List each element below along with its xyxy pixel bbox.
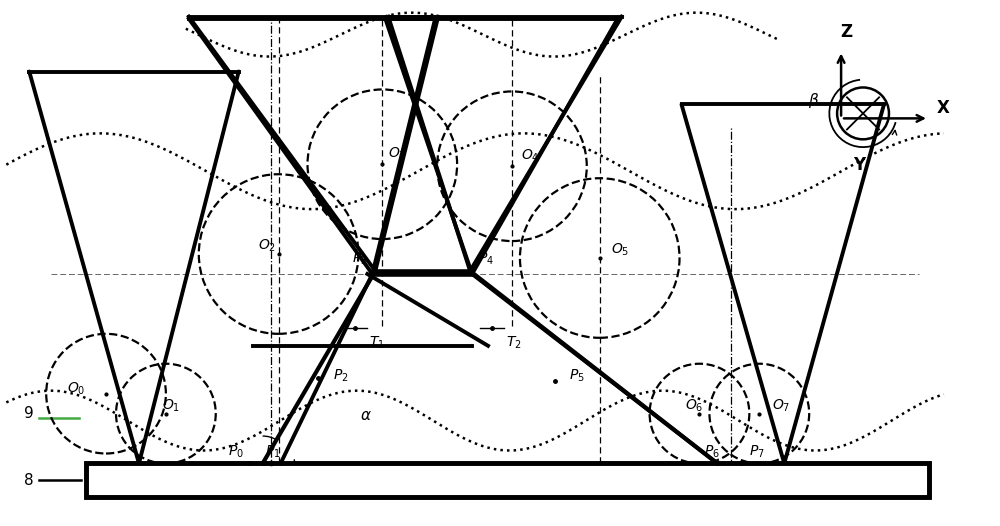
Text: 9: 9 [24,406,34,421]
Text: $P_3$: $P_3$ [352,251,367,267]
Text: $P_0$: $P_0$ [228,443,244,460]
Text: $P_2$: $P_2$ [333,368,348,384]
Bar [86,463,929,498]
Text: Y: Y [853,156,865,174]
Text: $O_7$: $O_7$ [772,398,790,414]
Text: $P_5$: $P_5$ [569,368,585,384]
Text: Z: Z [840,23,852,41]
Bar [86,463,929,498]
Text: $O_2$: $O_2$ [258,238,276,254]
Text: $O_0$: $O_0$ [67,380,85,397]
Text: $\beta$: $\beta$ [808,92,819,110]
Text: $P_6$: $P_6$ [704,443,719,460]
Text: $O_3$: $O_3$ [388,146,406,163]
Text: $O_4$: $O_4$ [521,148,539,165]
Text: $P_1$: $P_1$ [265,443,280,460]
Text: 8: 8 [24,473,34,488]
Bar [86,463,929,498]
Text: $\alpha$: $\alpha$ [360,408,372,422]
Text: $O_6$: $O_6$ [685,398,704,414]
Text: $O_5$: $O_5$ [611,242,629,258]
Text: X: X [936,99,949,117]
Text: $O_1$: $O_1$ [162,398,180,414]
Text: $P_7$: $P_7$ [749,443,765,460]
Text: $T_2$: $T_2$ [506,335,522,351]
Text: $T_1$: $T_1$ [369,335,385,351]
Text: O: O [260,474,272,489]
Text: $P_4$: $P_4$ [478,251,494,267]
Text: $\varphi$: $\varphi$ [309,473,319,489]
